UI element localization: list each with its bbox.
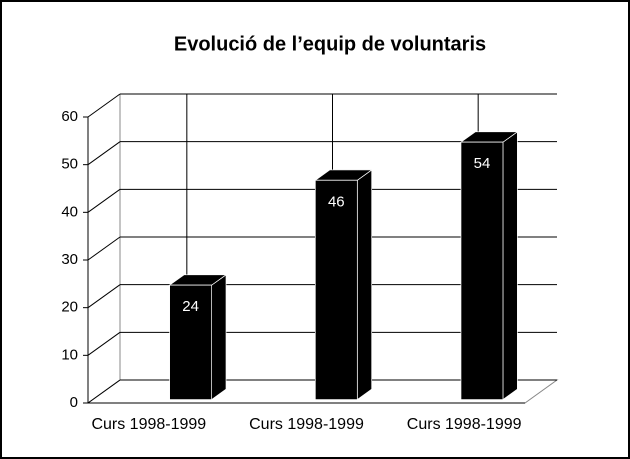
chart-title: Evolució de l’equip de voluntaris [174, 33, 486, 55]
bar [459, 131, 519, 401]
bar-front [460, 141, 504, 400]
x-tick-label: Curs 1998-1999 [407, 416, 522, 433]
x-tick-label: Curs 1998-1999 [249, 416, 364, 433]
y-tick-label: 60 [61, 108, 78, 125]
bar [314, 169, 373, 401]
data-label: 46 [328, 193, 345, 210]
bar-front [314, 179, 358, 400]
y-tick-label: 50 [61, 156, 78, 173]
data-label: 24 [182, 298, 199, 315]
y-tick-label: 10 [61, 346, 78, 363]
bar-side [211, 274, 227, 401]
y-tick-label: 20 [61, 299, 78, 316]
bar-side [502, 131, 518, 401]
bar-front [169, 284, 212, 400]
data-label: 54 [474, 155, 491, 172]
grid-line [87, 236, 121, 261]
grid-line [87, 284, 121, 309]
y-tick-label: 30 [61, 251, 78, 268]
grid-line [87, 379, 121, 404]
y-tick-label: 40 [61, 203, 78, 220]
bar-side [356, 169, 373, 401]
grid-line [87, 93, 121, 118]
bar [168, 274, 228, 401]
y-tick-label: 0 [70, 394, 78, 411]
grid-line [87, 188, 121, 213]
x-tick-label: Curs 1998-1999 [91, 416, 206, 433]
grid-line [87, 331, 121, 356]
grid-line [87, 141, 121, 166]
